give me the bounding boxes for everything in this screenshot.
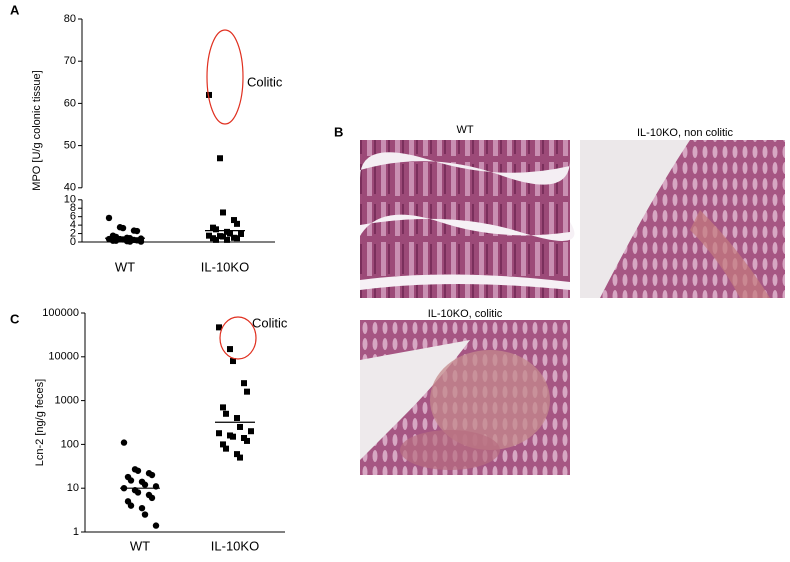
data-point bbox=[138, 504, 146, 512]
y-tick-label: 4 bbox=[70, 219, 76, 231]
data-point bbox=[220, 441, 226, 448]
data-point bbox=[224, 236, 230, 243]
y-tick-label: 10 bbox=[67, 482, 79, 494]
data-point bbox=[244, 437, 250, 444]
data-point bbox=[141, 481, 149, 488]
y-tick-label: 40 bbox=[64, 182, 76, 194]
x-tick-label: WT bbox=[115, 259, 135, 274]
panel-label: B bbox=[334, 124, 343, 139]
data-point bbox=[141, 511, 149, 518]
annotation: Colitic bbox=[252, 315, 288, 330]
x-tick-label: IL-10KO bbox=[211, 538, 259, 553]
data-point bbox=[234, 220, 240, 227]
y-tick-label: 60 bbox=[64, 97, 76, 109]
data-point bbox=[234, 415, 240, 422]
y-tick-label: 0 bbox=[70, 236, 76, 248]
data-point bbox=[213, 226, 219, 233]
data-point bbox=[237, 423, 243, 430]
data-point bbox=[234, 451, 240, 458]
annotation-ellipse bbox=[206, 29, 244, 125]
y-tick-label: 70 bbox=[64, 55, 76, 67]
data-point bbox=[227, 230, 233, 237]
data-point bbox=[220, 233, 226, 240]
data-point bbox=[105, 214, 113, 222]
data-point bbox=[231, 217, 237, 224]
data-point bbox=[137, 238, 145, 245]
y-tick-label: 100 bbox=[61, 438, 79, 450]
x-tick-label: IL-10KO bbox=[201, 259, 249, 274]
data-point bbox=[230, 358, 236, 365]
data-point bbox=[152, 522, 160, 529]
data-point bbox=[248, 428, 254, 435]
data-point bbox=[112, 237, 120, 244]
y-tick-label: 100000 bbox=[42, 307, 79, 319]
x-tick-label: WT bbox=[130, 538, 150, 553]
data-point bbox=[206, 91, 212, 98]
y-tick-label: 2 bbox=[70, 227, 76, 239]
y-tick-label: 6 bbox=[70, 211, 76, 223]
data-point bbox=[223, 445, 229, 452]
annotation: Colitic bbox=[247, 74, 283, 89]
y-tick-label: 10000 bbox=[48, 351, 79, 363]
histology-il10ko-noncolitic bbox=[580, 140, 785, 298]
image-caption: IL-10KO, colitic bbox=[428, 308, 503, 320]
data-point bbox=[237, 454, 243, 461]
y-tick-label: 1 bbox=[73, 526, 79, 538]
histology-wt bbox=[360, 140, 575, 298]
data-point bbox=[230, 433, 236, 440]
panel-label: C bbox=[10, 311, 20, 326]
data-point bbox=[126, 238, 134, 245]
y-tick-label: 50 bbox=[64, 140, 76, 152]
annotation-ellipse bbox=[219, 316, 257, 360]
y-axis-label: MPO [U/g colonic tissue] bbox=[31, 70, 43, 190]
y-tick-label: 1000 bbox=[55, 395, 79, 407]
data-point bbox=[216, 430, 222, 437]
image-caption: IL-10KO, non colitic bbox=[637, 127, 733, 139]
y-tick-label: 80 bbox=[64, 13, 76, 25]
data-point bbox=[119, 224, 127, 232]
histology-il10ko-colitic bbox=[360, 320, 570, 475]
data-point bbox=[241, 380, 247, 387]
data-point bbox=[127, 502, 135, 509]
data-point bbox=[120, 439, 128, 446]
data-point bbox=[133, 227, 141, 235]
y-tick-label: 10 bbox=[64, 194, 76, 206]
data-point bbox=[217, 155, 223, 162]
data-point bbox=[148, 471, 156, 479]
data-point bbox=[206, 232, 212, 239]
y-axis-label: Lcn-2 [ng/g feces] bbox=[34, 379, 46, 466]
image-caption: WT bbox=[456, 124, 473, 136]
data-point bbox=[223, 410, 229, 417]
data-point bbox=[220, 209, 226, 216]
data-point bbox=[213, 236, 219, 243]
data-point bbox=[216, 324, 222, 331]
data-point bbox=[244, 388, 250, 395]
y-tick-label: 8 bbox=[70, 202, 76, 214]
data-point bbox=[127, 477, 135, 484]
data-point bbox=[238, 230, 244, 237]
data-point bbox=[134, 467, 142, 474]
data-point bbox=[134, 489, 142, 496]
data-point bbox=[234, 235, 240, 242]
panel-label: A bbox=[10, 2, 20, 17]
data-point bbox=[227, 346, 233, 353]
data-point bbox=[148, 494, 156, 502]
data-point bbox=[220, 404, 226, 411]
